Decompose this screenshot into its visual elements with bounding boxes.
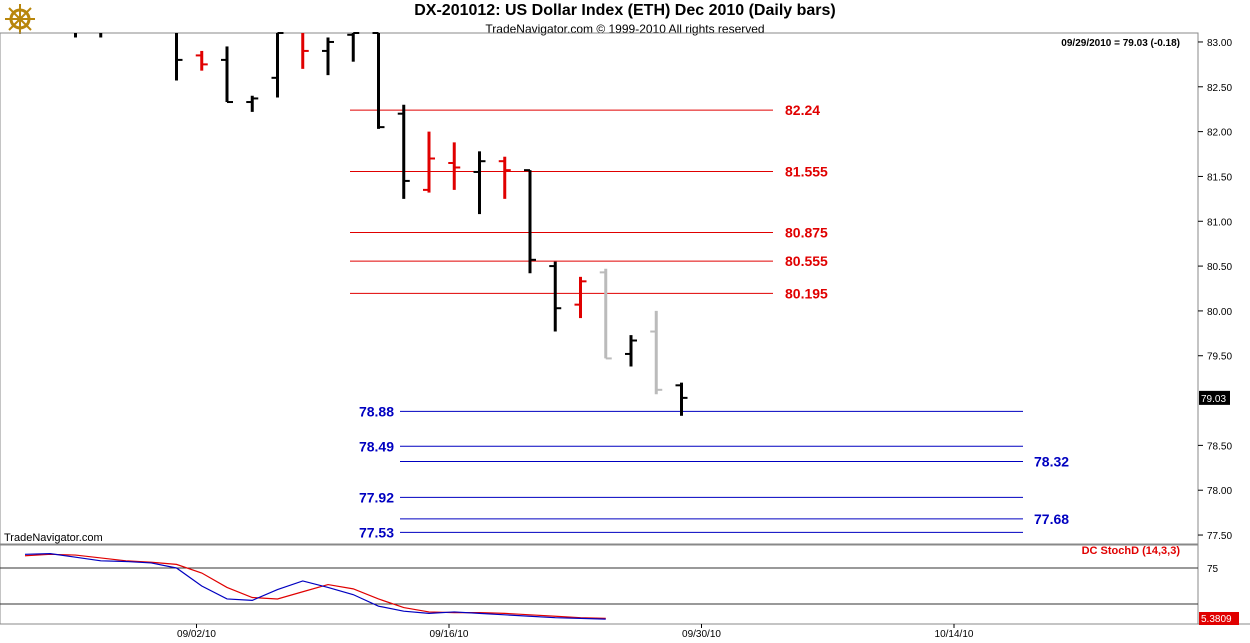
stochastic-panel: 75 5.3809 — [0, 552, 1239, 625]
date-tick-label: 09/16/10 — [430, 629, 469, 640]
price-tick-label: 80.50 — [1207, 262, 1232, 273]
ohlc-bar — [549, 261, 562, 332]
chart-title: DX-201012: US Dollar Index (ETH) Dec 201… — [414, 2, 836, 19]
last-price-readout: 09/29/2010 = 79.03 (-0.18) — [1061, 38, 1180, 49]
date-tick-label: 10/14/10 — [935, 629, 974, 640]
price-levels: 82.24 81.555 80.875 80.555 80.195 78.88 78.49 7… — [350, 102, 1069, 540]
price-tick-label: 79.50 — [1207, 352, 1232, 363]
last-price-tag — [1199, 390, 1230, 405]
watermark: TradeNavigator.com — [4, 532, 103, 544]
support-level-label: 78.88 — [359, 403, 394, 419]
ohlc-bar — [599, 268, 612, 360]
price-tick-label: 77.50 — [1207, 531, 1232, 542]
ship-wheel-logo-icon — [2, 2, 38, 36]
last-price-tag-label: 79.03 — [1201, 394, 1226, 405]
price-tick-label: 81.00 — [1207, 217, 1232, 228]
price-tick-label: 83.00 — [1207, 38, 1232, 49]
support-level-label: 78.32 — [1034, 454, 1069, 470]
ohlc-bar — [448, 142, 461, 190]
resistance-level-label: 82.24 — [785, 102, 820, 118]
ohlc-bar — [221, 46, 233, 104]
ohlc-bar — [574, 276, 587, 319]
resistance-level-label: 80.195 — [785, 285, 828, 301]
ohlc-bar — [271, 32, 284, 98]
support-level-label: 77.53 — [359, 524, 394, 540]
price-tick-label: 78.50 — [1207, 441, 1232, 452]
ohlc-bar — [301, 33, 309, 69]
ohlc-bar — [675, 382, 688, 416]
ohlc-bars — [74, 32, 688, 416]
date-tick-label: 09/02/10 — [177, 629, 216, 640]
date-axis: 09/02/10 09/16/10 09/30/10 10/14/10 — [177, 624, 974, 640]
price-tick-label: 80.00 — [1207, 307, 1232, 318]
support-level-label: 78.49 — [359, 438, 394, 454]
price-axis: 83.00 82.50 82.00 81.50 81.00 80.50 80.00 79.50… — [1198, 38, 1232, 542]
price-tick-label: 82.50 — [1207, 83, 1232, 94]
ohlc-bar — [473, 151, 486, 215]
price-tick-label: 82.00 — [1207, 128, 1232, 139]
resistance-level-label: 81.555 — [785, 164, 828, 180]
price-tick-label: 78.00 — [1207, 486, 1232, 497]
resistance-level-label: 80.555 — [785, 253, 828, 269]
ohlc-bar — [397, 104, 410, 199]
stoch-d-line — [24, 553, 606, 619]
stoch-level-label: 75 — [1207, 564, 1219, 575]
ohlc-bar — [524, 169, 536, 274]
support-level-label: 77.92 — [359, 489, 394, 505]
ohlc-bar — [246, 95, 259, 112]
ohlc-bar — [372, 32, 385, 129]
stoch-last-tag — [1199, 612, 1239, 625]
ohlc-bar — [175, 33, 183, 81]
ohlc-bar — [625, 335, 637, 367]
price-tick-label: 81.50 — [1207, 172, 1232, 183]
ohlc-bar — [423, 131, 435, 193]
support-level-label: 77.68 — [1034, 511, 1069, 527]
ohlc-bar — [195, 50, 208, 71]
stoch-k-line — [24, 552, 606, 620]
ohlc-bar — [347, 32, 360, 62]
resistance-level-label: 80.875 — [785, 224, 828, 240]
ohlc-bar — [650, 310, 663, 395]
ohlc-bar — [322, 37, 334, 76]
stoch-label: DC StochD (14,3,3) — [1082, 545, 1181, 557]
stoch-last-label: 5.3809 — [1201, 614, 1232, 625]
stoch-panel-frame — [0, 544, 1199, 625]
ohlc-bar — [498, 156, 511, 199]
date-tick-label: 09/30/10 — [682, 629, 721, 640]
